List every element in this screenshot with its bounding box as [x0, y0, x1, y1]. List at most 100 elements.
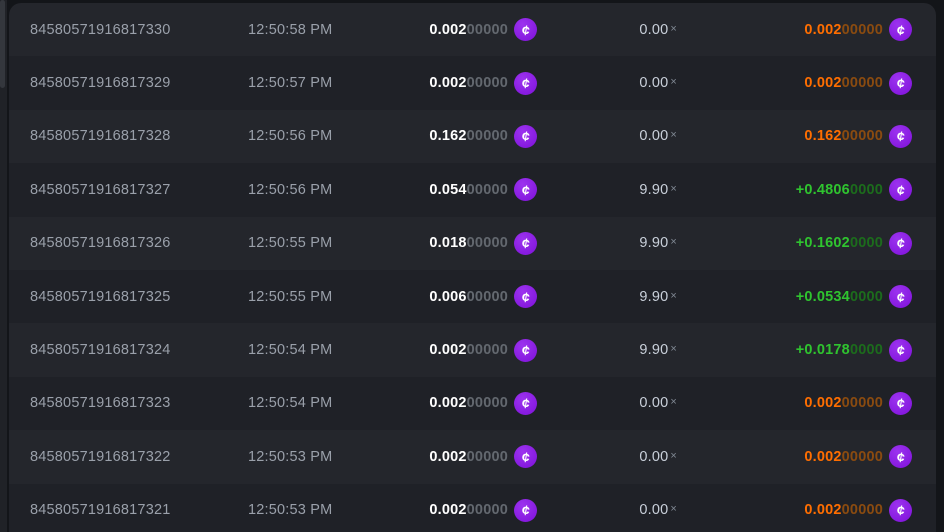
coin-icon: ¢: [514, 285, 537, 309]
coin-icon: ¢: [514, 178, 537, 202]
bet-amount-value: 0.05400000: [429, 181, 508, 198]
game-id: 84580571916817329: [30, 75, 171, 92]
payout-amount: +0.05340000 ¢: [677, 285, 936, 309]
coin-icon: ¢: [514, 124, 537, 148]
payout-amount: 0.00200000 ¢: [677, 18, 936, 42]
game-id: 84580571916817324: [30, 342, 171, 359]
coin-icon: ¢: [889, 71, 912, 95]
game-id: 84580571916817321: [30, 502, 171, 519]
bet-amount-value: 0.00200000: [429, 395, 508, 412]
bet-time: 12:50:57 PM: [248, 75, 333, 92]
coin-icon: ¢: [889, 338, 912, 362]
payout-amount: 0.00200000 ¢: [677, 391, 936, 415]
bet-amount: 0.05400000 ¢: [377, 178, 537, 202]
bet-time: 12:50:55 PM: [248, 288, 333, 305]
bet-time: 12:50:56 PM: [248, 128, 333, 145]
payout-amount-value: 0.16200000: [804, 128, 883, 145]
payout-amount: 0.00200000 ¢: [677, 498, 936, 522]
bet-amount: 0.00200000 ¢: [377, 498, 537, 522]
payout-amount-value: 0.00200000: [804, 502, 883, 519]
bet-time: 12:50:58 PM: [248, 21, 333, 38]
times-symbol: ×: [670, 289, 677, 302]
bet-history-row[interactable]: 84580571916817327 12:50:56 PM 0.05400000…: [9, 163, 936, 216]
bet-history-row[interactable]: 84580571916817321 12:50:53 PM 0.00200000…: [9, 484, 936, 532]
payout-amount-value: 0.00200000: [804, 75, 883, 92]
game-id: 84580571916817326: [30, 235, 171, 252]
payout-amount: +0.48060000 ¢: [677, 178, 936, 202]
game-id: 84580571916817325: [30, 288, 171, 305]
coin-icon: ¢: [514, 71, 537, 95]
coin-icon: ¢: [514, 338, 537, 362]
bet-time: 12:50:56 PM: [248, 181, 333, 198]
coin-icon: ¢: [889, 124, 912, 148]
payout-amount-value: +0.05340000: [795, 288, 883, 305]
payout-amount: 0.00200000 ¢: [677, 71, 936, 95]
times-symbol: ×: [670, 343, 677, 356]
times-symbol: ×: [670, 76, 677, 89]
times-symbol: ×: [670, 129, 677, 142]
payout-amount-value: 0.00200000: [804, 21, 883, 38]
coin-icon: ¢: [514, 445, 537, 469]
payout-amount-value: +0.16020000: [795, 235, 883, 252]
bet-time: 12:50:54 PM: [248, 395, 333, 412]
bet-amount-value: 0.00200000: [429, 21, 508, 38]
coin-icon: ¢: [514, 18, 537, 42]
times-symbol: ×: [670, 396, 677, 409]
bet-amount: 0.00200000 ¢: [377, 18, 537, 42]
payout-amount: 0.16200000 ¢: [677, 124, 936, 148]
bet-amount: 0.00200000 ¢: [377, 391, 537, 415]
game-id: 84580571916817330: [30, 21, 171, 38]
bet-time: 12:50:53 PM: [248, 502, 333, 519]
coin-icon: ¢: [889, 391, 912, 415]
game-id: 84580571916817322: [30, 448, 171, 465]
bet-history-row[interactable]: 84580571916817326 12:50:55 PM 0.01800000…: [9, 217, 936, 270]
bet-history-row[interactable]: 84580571916817330 12:50:58 PM 0.00200000…: [9, 3, 936, 56]
coin-icon: ¢: [514, 231, 537, 255]
bet-amount-value: 0.00200000: [429, 502, 508, 519]
coin-icon: ¢: [889, 18, 912, 42]
bet-history-row[interactable]: 84580571916817322 12:50:53 PM 0.00200000…: [9, 430, 936, 483]
payout-amount: 0.00200000 ¢: [677, 445, 936, 469]
bet-history-row[interactable]: 84580571916817323 12:50:54 PM 0.00200000…: [9, 377, 936, 430]
multiplier: 9.90 ×: [639, 288, 677, 305]
bet-amount-value: 0.00600000: [429, 288, 508, 305]
times-symbol: ×: [670, 22, 677, 35]
scrollbar-thumb[interactable]: [0, 0, 5, 88]
bet-history-panel: 84580571916817330 12:50:58 PM 0.00200000…: [9, 3, 936, 532]
bet-amount: 0.00200000 ¢: [377, 338, 537, 362]
bet-history-row[interactable]: 84580571916817324 12:50:54 PM 0.00200000…: [9, 323, 936, 376]
times-symbol: ×: [670, 503, 677, 516]
bet-history-row[interactable]: 84580571916817329 12:50:57 PM 0.00200000…: [9, 56, 936, 109]
coin-icon: ¢: [889, 285, 912, 309]
bet-history-row[interactable]: 84580571916817328 12:50:56 PM 0.16200000…: [9, 110, 936, 163]
payout-amount-value: 0.00200000: [804, 395, 883, 412]
bet-time: 12:50:54 PM: [248, 342, 333, 359]
game-id: 84580571916817327: [30, 181, 171, 198]
coin-icon: ¢: [514, 498, 537, 522]
bet-time: 12:50:55 PM: [248, 235, 333, 252]
coin-icon: ¢: [889, 231, 912, 255]
times-symbol: ×: [670, 236, 677, 249]
payout-amount: +0.16020000 ¢: [677, 231, 936, 255]
times-symbol: ×: [670, 182, 677, 195]
bet-history-row[interactable]: 84580571916817325 12:50:55 PM 0.00600000…: [9, 270, 936, 323]
multiplier: 0.00 ×: [639, 502, 677, 519]
game-id: 84580571916817323: [30, 395, 171, 412]
bet-amount-value: 0.16200000: [429, 128, 508, 145]
coin-icon: ¢: [889, 445, 912, 469]
bet-amount-value: 0.01800000: [429, 235, 508, 252]
bet-time: 12:50:53 PM: [248, 448, 333, 465]
multiplier: 0.00 ×: [639, 395, 677, 412]
multiplier: 9.90 ×: [639, 342, 677, 359]
bet-amount: 0.16200000 ¢: [377, 124, 537, 148]
payout-amount-value: +0.48060000: [795, 181, 883, 198]
bet-amount: 0.00600000 ¢: [377, 285, 537, 309]
payout-amount-value: 0.00200000: [804, 448, 883, 465]
bet-amount: 0.00200000 ¢: [377, 71, 537, 95]
bet-amount-value: 0.00200000: [429, 75, 508, 92]
coin-icon: ¢: [889, 178, 912, 202]
game-id: 84580571916817328: [30, 128, 171, 145]
bet-amount: 0.00200000 ¢: [377, 445, 537, 469]
multiplier: 0.00 ×: [639, 448, 677, 465]
